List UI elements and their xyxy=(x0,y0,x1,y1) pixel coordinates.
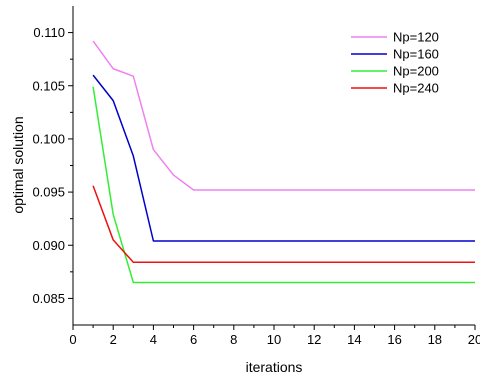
y-tick-label: 0.105 xyxy=(32,78,65,93)
x-tick-label: 18 xyxy=(428,332,442,347)
x-tick-label: 16 xyxy=(387,332,401,347)
x-axis-title: iterations xyxy=(246,359,303,375)
legend-label: Np=120 xyxy=(393,30,439,45)
series-line-2 xyxy=(92,74,475,242)
x-tick-label: 12 xyxy=(307,332,321,347)
x-tick-label: 4 xyxy=(150,332,157,347)
axes-layer: 0 2 4 6 8 10 12 14 16 18 20 0.085 0.090 0.095 0.100 0.1… xyxy=(32,6,480,347)
legend-label: Np=200 xyxy=(393,64,439,79)
y-tick-label: 0.095 xyxy=(32,185,65,200)
series-line-3 xyxy=(92,86,475,284)
y-tick-label: 0.110 xyxy=(33,25,65,40)
series-line-4 xyxy=(92,185,475,264)
y-tick-label: 0.100 xyxy=(32,131,65,146)
x-tick-label: 20 xyxy=(468,332,480,347)
y-axis-title: optimal solution xyxy=(10,116,26,213)
y-tick-label: 0.090 xyxy=(32,238,65,253)
series-line-1 xyxy=(92,40,475,191)
series-layer xyxy=(92,40,475,284)
x-tick-label: 6 xyxy=(190,332,197,347)
x-tick-label: 8 xyxy=(230,332,237,347)
x-tick-label: 10 xyxy=(267,332,281,347)
x-tick-label: 14 xyxy=(347,332,361,347)
x-tick-label: 0 xyxy=(69,332,76,347)
legend: Np=120 Np=160 Np=200 Np=240 xyxy=(351,30,439,96)
x-tick-label: 2 xyxy=(110,332,117,347)
y-tick-label: 0.085 xyxy=(32,291,65,306)
legend-label: Np=160 xyxy=(393,47,439,62)
legend-label: Np=240 xyxy=(393,81,439,96)
